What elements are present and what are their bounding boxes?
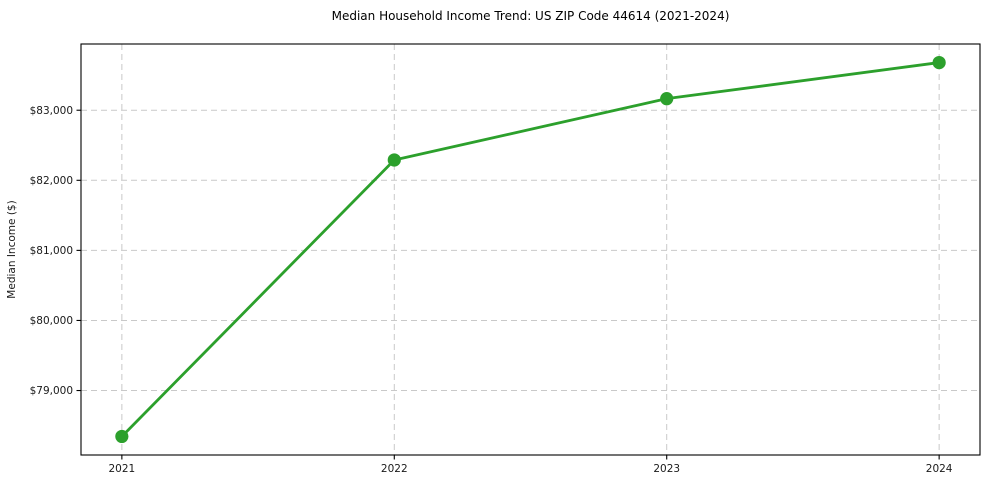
data-point-marker	[115, 429, 129, 444]
y-tick-label: $83,000	[30, 105, 73, 117]
x-tick-label: 2021	[108, 463, 135, 475]
x-tick-label: 2024	[926, 463, 953, 475]
data-point-marker	[660, 92, 674, 106]
x-tick-label: 2022	[381, 463, 408, 475]
data-point-marker	[387, 153, 401, 167]
data-point-marker	[932, 55, 946, 70]
x-tick-label: 2023	[653, 463, 680, 475]
y-tick-label: $81,000	[30, 245, 73, 257]
y-tick-label: $82,000	[30, 175, 73, 187]
axes-spines	[80, 43, 981, 456]
y-tick-label: $80,000	[30, 315, 73, 327]
chart-title: Median Household Income Trend: US ZIP Co…	[331, 9, 730, 23]
y-axis-label: Median Income ($)	[6, 200, 18, 298]
plot-background	[81, 44, 980, 455]
y-tick-label: $79,000	[30, 385, 73, 397]
trend-line	[120, 61, 941, 438]
